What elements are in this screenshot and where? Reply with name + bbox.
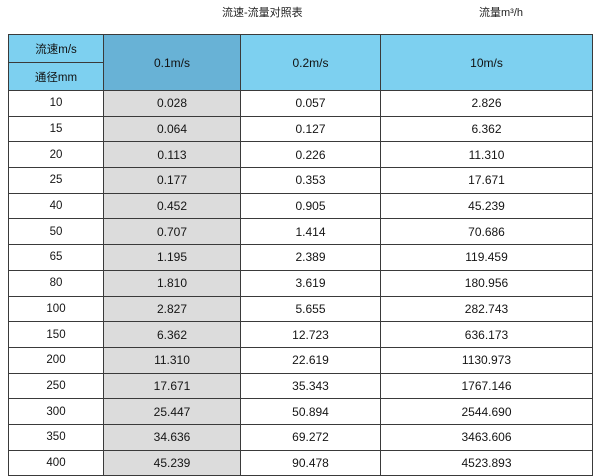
cell-flow-2: 11.310 [380, 141, 593, 169]
table-row: 400 45.239 90.478 4523.893 [8, 449, 593, 476]
cell-diameter: 15 [8, 115, 104, 143]
header-row-bottom: 通径mm [8, 62, 593, 91]
cell-flow-2: 2544.690 [380, 398, 593, 425]
cell-diameter: 50 [8, 218, 104, 246]
cell-flow-2: 180.956 [380, 269, 593, 297]
cell-flow-0: 34.636 [103, 423, 241, 451]
cell-diameter: 80 [8, 269, 104, 297]
cell-flow-1: 35.343 [240, 372, 381, 400]
cell-flow-2: 282.743 [380, 295, 593, 323]
cell-flow-0: 1.810 [103, 269, 241, 297]
table-row: 150 6.362 12.723 636.173 [8, 321, 593, 348]
table-row: 100 2.827 5.655 282.743 [8, 295, 593, 323]
cell-flow-2: 2.826 [380, 90, 593, 117]
cell-flow-2: 119.459 [380, 244, 593, 271]
caption-row: 流速-流量对照表 流量m³/h [0, 0, 600, 30]
cell-flow-2: 6.362 [380, 115, 593, 143]
cell-flow-0: 0.028 [103, 90, 241, 117]
cell-diameter: 100 [8, 295, 104, 323]
table-row: 350 34.636 69.272 3463.606 [8, 423, 593, 451]
cell-diameter: 300 [8, 398, 104, 425]
column-header-2: 10m/s [380, 34, 593, 91]
table-row: 300 25.447 50.894 2544.690 [8, 398, 593, 425]
table-row: 65 1.195 2.389 119.459 [8, 244, 593, 271]
flow-table-container: 流速m/s 0.1m/s 0.2m/s 10m/s 通径mm 10 0.028 0.… [8, 34, 593, 476]
table-row: 20 0.113 0.226 11.310 [8, 141, 593, 169]
cell-flow-2: 17.671 [380, 167, 593, 194]
table-row: 200 11.310 22.619 1130.973 [8, 346, 593, 374]
cell-diameter: 40 [8, 192, 104, 220]
header-row-top: 流速m/s 0.1m/s 0.2m/s 10m/s [8, 34, 593, 91]
cell-flow-1: 0.905 [240, 192, 381, 220]
cell-flow-1: 12.723 [240, 321, 381, 348]
cell-flow-1: 69.272 [240, 423, 381, 451]
cell-flow-0: 0.452 [103, 192, 241, 220]
cell-flow-1: 0.057 [240, 90, 381, 117]
cell-flow-2: 636.173 [380, 321, 593, 348]
cell-diameter: 25 [8, 167, 104, 194]
cell-flow-1: 22.619 [240, 346, 381, 374]
cell-flow-1: 0.353 [240, 167, 381, 194]
unit-label: 流量m³/h [479, 7, 523, 19]
cell-flow-1: 2.389 [240, 244, 381, 271]
cell-flow-2: 1767.146 [380, 372, 593, 400]
cell-flow-0: 45.239 [103, 449, 241, 476]
flow-rate-table: 流速m/s 0.1m/s 0.2m/s 10m/s 通径mm 10 0.028 0.… [8, 34, 593, 476]
cell-flow-0: 0.177 [103, 167, 241, 194]
cell-flow-0: 6.362 [103, 321, 241, 348]
table-header: 流速m/s 0.1m/s 0.2m/s 10m/s 通径mm [8, 34, 593, 91]
cell-diameter: 150 [8, 321, 104, 348]
cell-diameter: 200 [8, 346, 104, 374]
cell-flow-2: 70.686 [380, 218, 593, 246]
cell-flow-1: 1.414 [240, 218, 381, 246]
cell-flow-0: 25.447 [103, 398, 241, 425]
cell-flow-2: 4523.893 [380, 449, 593, 476]
cell-diameter: 350 [8, 423, 104, 451]
table-row: 80 1.810 3.619 180.956 [8, 269, 593, 297]
cell-flow-0: 0.707 [103, 218, 241, 246]
page-title: 流速-流量对照表 [222, 7, 303, 19]
cell-diameter: 20 [8, 141, 104, 169]
table-row: 10 0.028 0.057 2.826 [8, 90, 593, 117]
corner-header-velocity: 流速m/s [8, 34, 104, 63]
cell-diameter: 400 [8, 449, 104, 476]
cell-flow-1: 3.619 [240, 269, 381, 297]
table-row: 25 0.177 0.353 17.671 [8, 167, 593, 194]
cell-flow-0: 17.671 [103, 372, 241, 400]
cell-flow-2: 3463.606 [380, 423, 593, 451]
cell-diameter: 10 [8, 90, 104, 117]
cell-flow-0: 2.827 [103, 295, 241, 323]
cell-flow-1: 0.127 [240, 115, 381, 143]
cell-flow-2: 1130.973 [380, 346, 593, 374]
cell-flow-0: 11.310 [103, 346, 241, 374]
table-row: 50 0.707 1.414 70.686 [8, 218, 593, 246]
table-row: 15 0.064 0.127 6.362 [8, 115, 593, 143]
cell-flow-0: 0.064 [103, 115, 241, 143]
cell-diameter: 65 [8, 244, 104, 271]
cell-flow-2: 45.239 [380, 192, 593, 220]
cell-diameter: 250 [8, 372, 104, 400]
table-row: 250 17.671 35.343 1767.146 [8, 372, 593, 400]
table-row: 40 0.452 0.905 45.239 [8, 192, 593, 220]
cell-flow-0: 1.195 [103, 244, 241, 271]
cell-flow-1: 50.894 [240, 398, 381, 425]
cell-flow-1: 0.226 [240, 141, 381, 169]
corner-header-diameter: 通径mm [8, 62, 104, 91]
column-header-0: 0.1m/s [103, 34, 241, 91]
table-body: 10 0.028 0.057 2.826 15 0.064 0.127 6.362 20 0.11… [8, 90, 593, 476]
column-header-1: 0.2m/s [240, 34, 381, 91]
cell-flow-1: 5.655 [240, 295, 381, 323]
cell-flow-1: 90.478 [240, 449, 381, 476]
cell-flow-0: 0.113 [103, 141, 241, 169]
